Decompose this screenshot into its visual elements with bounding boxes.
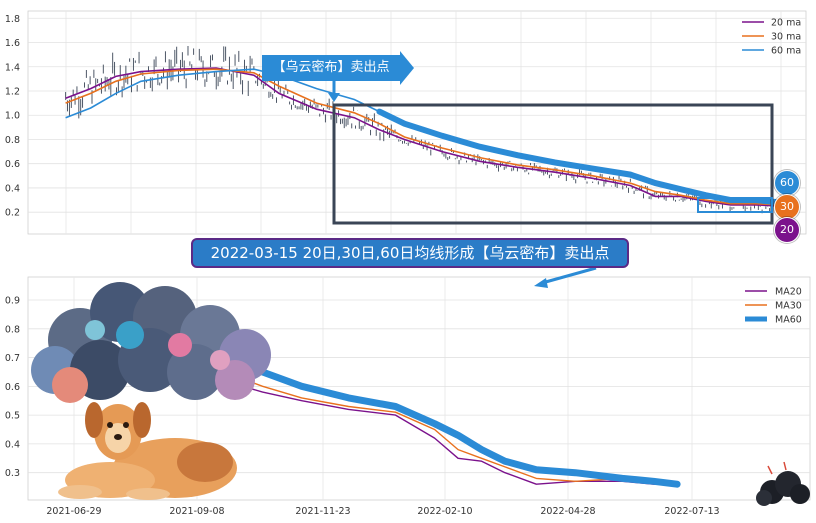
bottom-y-tick-label: 0.6	[5, 382, 20, 393]
signal-highlight-box	[332, 103, 774, 225]
bottom-x-tick-label: 2022-02-10	[417, 506, 472, 517]
ma30-badge: 30	[774, 194, 800, 220]
ma30-badge-label: 30	[780, 200, 794, 213]
bottom-y-tick-label: 0.3	[5, 468, 20, 479]
top-y-tick-label: 0.4	[5, 183, 20, 194]
callout-label: 【乌云密布】卖出点	[262, 55, 400, 81]
top-legend-label: 60 ma	[771, 46, 801, 57]
storm-cloud-illustration	[31, 282, 271, 403]
sell-signal-callout: 【乌云密布】卖出点	[262, 51, 414, 85]
top-y-tick-label: 1.8	[5, 14, 20, 25]
top-chart: 0.2 0.4 0.6 0.8 1.0 1.2 1.4 1.6 1.8 20 ma 30 ma 60…	[5, 10, 807, 235]
ma20-badge-label: 20	[780, 223, 794, 236]
top-y-tick-label: 0.6	[5, 159, 20, 170]
ma20-badge: 20	[774, 217, 800, 243]
callout-arrow-down	[328, 81, 340, 102]
bottom-y-tick-label: 0.7	[5, 353, 20, 364]
bottom-x-tick-label: 2022-07-13	[664, 506, 719, 517]
top-plot-frame	[27, 10, 807, 235]
top-y-tick-label: 1.4	[5, 62, 20, 73]
bottom-axis-ticks: 2021-06-29 2021-09-08 2021-11-23 2022-02-10…	[5, 296, 720, 517]
top-legend-label: 30 ma	[771, 32, 801, 43]
bottom-x-tick-label: 2021-11-23	[295, 506, 350, 517]
bottom-x-tick-label: 2021-09-08	[169, 506, 224, 517]
top-y-tick-label: 0.2	[5, 208, 20, 219]
bottom-y-tick-label: 0.5	[5, 411, 20, 422]
signal-banner: 2022-03-15 20日,30日,60日均线形成【乌云密布】卖出点	[191, 238, 629, 268]
bottom-legend-label: MA30	[775, 301, 802, 312]
top-y-tick-label: 1.0	[5, 111, 20, 122]
bottom-x-tick-label: 2022-04-28	[540, 506, 595, 517]
bottom-legend-label: MA60	[775, 315, 802, 326]
callout-arrow-right	[400, 51, 414, 85]
top-legend-label: 20 ma	[771, 18, 801, 29]
bottom-legend-label: MA20	[775, 287, 802, 298]
top-y-tick-label: 1.6	[5, 38, 20, 49]
top-grid	[28, 11, 806, 234]
top-ma-lines	[65, 67, 784, 207]
dog-illustration	[58, 402, 237, 500]
top-line-20-ma	[65, 67, 781, 207]
ma60-badge: 60	[774, 170, 800, 196]
ma60-badge-label: 60	[780, 176, 794, 189]
bottom-y-tick-label: 0.8	[5, 324, 20, 335]
signal-small-box	[697, 197, 773, 213]
bottom-y-tick-label: 0.4	[5, 439, 20, 450]
top-y-tick-label: 0.8	[5, 135, 20, 146]
top-legend: 20 ma 30 ma 60 ma	[742, 18, 801, 57]
small-dark-cloud-icon	[756, 461, 810, 506]
top-y-ticks: 0.2 0.4 0.6 0.8 1.0 1.2 1.4 1.6 1.8	[5, 14, 20, 219]
top-y-tick-label: 1.2	[5, 86, 20, 97]
bottom-x-tick-label: 2021-06-29	[46, 506, 101, 517]
top-ma60-highlight	[376, 108, 784, 206]
banner-arrow	[534, 266, 597, 288]
top-line-30-ma	[65, 68, 781, 206]
bottom-y-tick-label: 0.9	[5, 296, 20, 307]
bottom-legend: MA20 MA30 MA60	[745, 287, 802, 326]
